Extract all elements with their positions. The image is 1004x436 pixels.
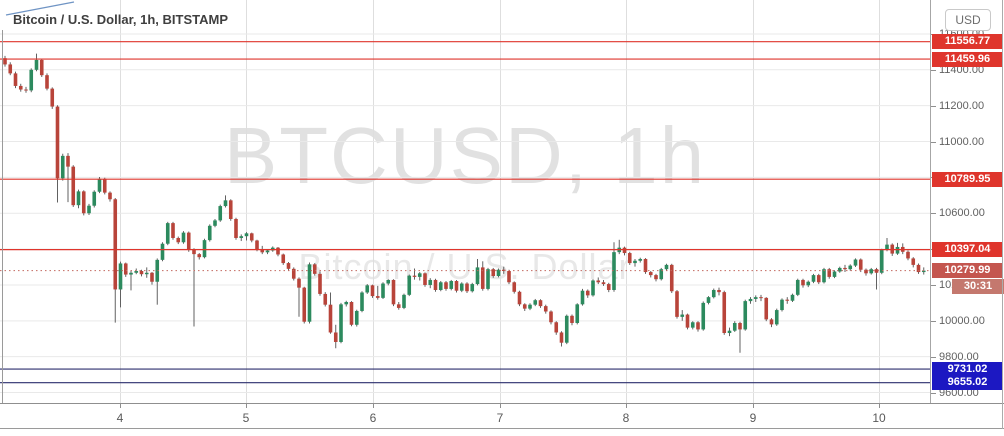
time-tick-mark [753, 404, 754, 408]
candles-group [3, 53, 926, 353]
price-tick-label: 9800.00 [939, 350, 979, 363]
price-tick-mark [931, 141, 936, 143]
currency-toggle-button[interactable]: USD [945, 9, 991, 31]
price-level-label: 11459.96 [932, 51, 1003, 67]
time-tick-label: 7 [496, 411, 504, 425]
time-tick-mark [626, 404, 627, 408]
price-tick-mark [931, 392, 936, 394]
time-tick-label: 4 [116, 411, 124, 425]
grid-lines [0, 0, 930, 403]
price-tick-label: 11000.00 [939, 135, 985, 148]
price-tick-mark [931, 69, 936, 71]
price-tick-label: 11200.00 [939, 99, 985, 112]
time-tick-mark [500, 404, 501, 408]
price-tick-mark [931, 356, 936, 358]
bar-close-countdown: 30:31 [952, 279, 1004, 295]
time-tick-label: 9 [749, 411, 757, 425]
drawn-trendline[interactable] [5, 1, 75, 16]
level-lines-group [0, 41, 930, 384]
price-tick-mark [931, 320, 936, 322]
price-level-label: 9655.02 [932, 375, 1003, 391]
time-tick-label: 6 [369, 411, 377, 425]
time-tick-label: 10 [872, 411, 886, 425]
left-border [2, 30, 3, 428]
time-tick-label: 5 [242, 411, 250, 425]
right-border [1002, 0, 1003, 429]
price-tick-mark [931, 105, 936, 107]
price-level-label: 10397.04 [932, 242, 1003, 258]
price-tick-mark [931, 284, 936, 286]
price-tick-mark [931, 213, 936, 215]
time-axis[interactable]: 4 5 6 7 8 9 10 [0, 403, 1004, 429]
time-tick-mark [879, 404, 880, 408]
price-tick-label: 11400.00 [939, 63, 985, 76]
time-tick-mark [373, 404, 374, 408]
symbol-title[interactable]: Bitcoin / U.S. Dollar, 1h, BITSTAMP [13, 12, 229, 27]
last-price-label: 10279.99 [932, 263, 1003, 279]
time-tick-mark [120, 404, 121, 408]
price-level-label: 9731.02 [932, 361, 1003, 377]
time-tick-mark [246, 404, 247, 408]
price-tick-label: 10600.00 [939, 207, 985, 220]
price-level-label: 11556.77 [932, 34, 1003, 50]
price-level-label: 10789.95 [932, 171, 1003, 187]
price-chart-canvas[interactable] [0, 0, 930, 403]
price-axis[interactable]: USD 11600.0011400.0011200.0011000.001080… [930, 0, 1004, 403]
price-tick-label: 10000.00 [939, 314, 985, 327]
time-tick-label: 8 [622, 411, 630, 425]
